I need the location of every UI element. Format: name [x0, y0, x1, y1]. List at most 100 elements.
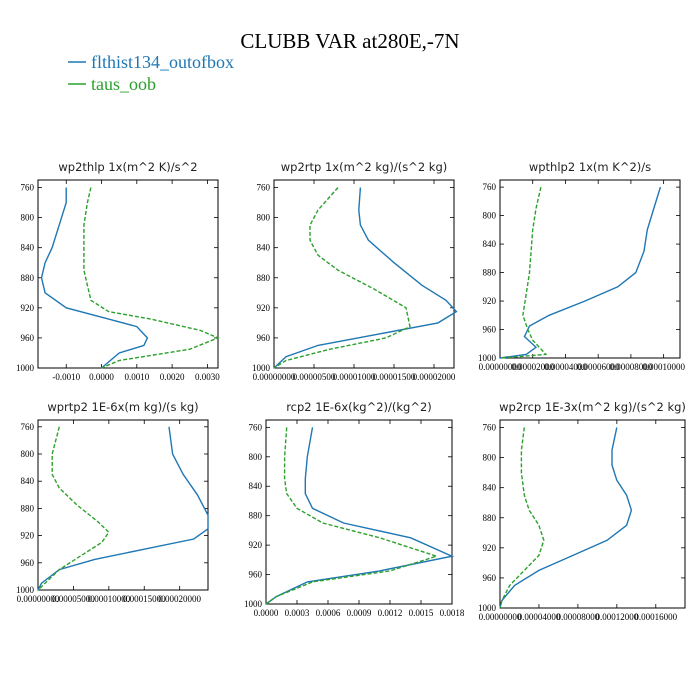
- y-tick-label: 920: [21, 531, 35, 541]
- series-line-2: [499, 186, 548, 359]
- x-tick-label: 0.00000000: [479, 362, 522, 372]
- legend: flthist134_outofbox taus_oob: [68, 52, 234, 94]
- y-tick-label: 840: [249, 481, 263, 491]
- y-tick-label: 760: [257, 183, 271, 193]
- y-tick-label: 1000: [252, 363, 271, 373]
- panel-title: wp2rtp 1x(m^2 kg)/(s^2 kg): [281, 160, 448, 174]
- panels: wp2thlp 1x(m^2 K)/s^2 760 800 840 880 920 960 1…: [16, 160, 686, 622]
- x-tick-label: 0.00008000: [557, 612, 600, 622]
- x-tick-label: 0.00012000: [595, 612, 638, 622]
- y-tick-label: 840: [21, 243, 35, 253]
- y-tick-label: 840: [257, 243, 271, 253]
- x-tick-label: 0.00000000: [17, 594, 60, 604]
- y-tick-label: 1000: [478, 603, 497, 613]
- x-tick-label: 0.00010000: [642, 362, 685, 372]
- panel-title: rcp2 1E-6x(kg^2)/(kg^2): [286, 400, 432, 414]
- x-tick-label: 0.0015: [409, 608, 434, 618]
- x-tick-label: 0.0020: [160, 372, 185, 382]
- panel-4: wprtp2 1E-6x(m kg)/(s kg) 760 800 840 880 920…: [16, 400, 209, 604]
- series-line-1: [265, 427, 455, 605]
- y-tick-label: 840: [483, 483, 497, 493]
- x-tick-label: 0.0009: [347, 608, 372, 618]
- figure-title: CLUBB VAR at280E,-7N: [240, 29, 459, 53]
- y-tick-label: 1000: [478, 353, 497, 363]
- x-tick-label: 0.00001500: [373, 372, 416, 382]
- series-line-1: [37, 426, 209, 591]
- y-tick-label: 960: [249, 570, 263, 580]
- x-tick-label: 0.0003: [285, 608, 310, 618]
- y-tick-label: 840: [21, 476, 35, 486]
- y-tick-label: 920: [483, 543, 497, 553]
- y-tick-label: 880: [483, 268, 497, 278]
- y-tick-label: 880: [257, 273, 271, 283]
- plot-frame: [37, 179, 219, 369]
- x-tick-label: 0.00004000: [518, 612, 561, 622]
- y-tick-label: 920: [21, 303, 35, 313]
- x-tick-label: 0.0000: [254, 608, 279, 618]
- x-tick-label: 0.00002000: [413, 372, 456, 382]
- panel-1: wp2thlp 1x(m^2 K)/s^2 760 800 840 880 920 960 1…: [16, 160, 220, 382]
- y-tick-label: 960: [483, 325, 497, 335]
- series-line-1: [499, 186, 662, 359]
- x-tick-label: 0.00004000: [544, 362, 587, 372]
- x-tick-label: 0.0010: [124, 372, 149, 382]
- x-tick-label: -0.0010: [52, 372, 80, 382]
- x-tick-label: 0.0000: [89, 372, 114, 382]
- legend-label-2: taus_oob: [91, 74, 156, 94]
- series-line-2: [499, 427, 545, 609]
- x-tick-label: 0.00010000: [87, 594, 130, 604]
- panel-2: wp2rtp 1x(m^2 kg)/(s^2 kg) 760 800 840 880 92…: [252, 160, 458, 382]
- y-tick-label: 760: [483, 423, 497, 433]
- y-tick-label: 880: [483, 513, 497, 523]
- panel-title: wp2thlp 1x(m^2 K)/s^2: [58, 160, 197, 174]
- y-tick-label: 880: [249, 511, 263, 521]
- y-tick-label: 920: [483, 296, 497, 306]
- y-tick-label: 760: [249, 422, 263, 432]
- panel-title: wpthlp2 1x(m K^2)/s: [529, 160, 651, 174]
- x-tick-label: 0.0030: [195, 372, 220, 382]
- plot-frame: [499, 179, 681, 359]
- x-tick-label: 0.00006000: [577, 362, 620, 372]
- plot-frame: [265, 419, 453, 605]
- plot-frame: [273, 179, 455, 369]
- panel-6: wp2rcp 1E-3x(m^2 kg)/(s^2 kg)760 800 840 88…: [478, 400, 686, 622]
- x-tick-label: 0.00001000: [333, 372, 376, 382]
- x-tick-label: 0.00000500: [293, 372, 336, 382]
- y-tick-label: 960: [21, 333, 35, 343]
- y-tick-label: 840: [483, 239, 497, 249]
- y-tick-label: 800: [483, 211, 497, 221]
- y-tick-label: 800: [21, 449, 35, 459]
- panel-5: rcp2 1E-6x(kg^2)/(kg^2) 760 800 840 880 920 96…: [244, 400, 465, 618]
- y-tick-label: 800: [249, 452, 263, 462]
- y-tick-label: 1000: [244, 599, 263, 609]
- series-line-2: [273, 187, 411, 369]
- y-tick-label: 960: [21, 558, 35, 568]
- y-tick-label: 760: [483, 182, 497, 192]
- plot-frame: [37, 419, 209, 591]
- x-tick-label: 0.00000000: [253, 372, 296, 382]
- x-tick-label: 0.00000000: [479, 612, 522, 622]
- y-tick-label: 920: [257, 303, 271, 313]
- x-tick-label: 0.00016000: [634, 612, 677, 622]
- x-tick-label: 0.00008000: [610, 362, 653, 372]
- panel-title: wprtp2 1E-6x(m kg)/(s kg): [47, 400, 198, 414]
- y-tick-label: 800: [483, 453, 497, 463]
- y-tick-label: 800: [21, 213, 35, 223]
- y-tick-label: 880: [21, 273, 35, 283]
- y-tick-label: 760: [21, 183, 35, 193]
- y-tick-label: 920: [249, 540, 263, 550]
- y-tick-label: 1000: [16, 363, 35, 373]
- panel-title: wp2rcp 1E-3x(m^2 kg)/(s^2 kg): [499, 400, 686, 414]
- y-tick-label: 960: [483, 573, 497, 583]
- series-line-1: [499, 427, 633, 609]
- y-tick-label: 800: [257, 213, 271, 223]
- x-tick-label: 0.0012: [378, 608, 403, 618]
- y-tick-label: 880: [21, 503, 35, 513]
- plot-frame: [499, 419, 686, 609]
- legend-label-1: flthist134_outofbox: [91, 52, 234, 72]
- y-tick-label: 960: [257, 333, 271, 343]
- x-tick-label: 0.00002000: [511, 362, 554, 372]
- series-line-2: [265, 427, 439, 605]
- x-tick-label: 0.0006: [316, 608, 341, 618]
